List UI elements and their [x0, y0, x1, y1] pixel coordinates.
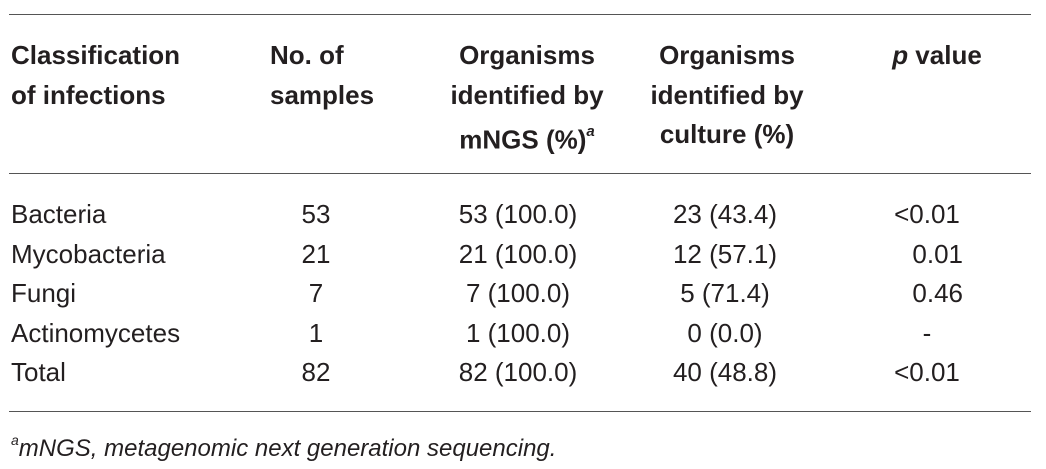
- table-body: Bacteria 53 53 (100.0) 23 (43.4) <0.01 M…: [0, 195, 1046, 393]
- cell-p-value: <0.01: [894, 199, 960, 229]
- cell-classification: Actinomycetes: [11, 317, 181, 348]
- header-culture: Organisms identified by culture (%): [650, 40, 804, 149]
- cell-samples: 1: [308, 317, 324, 348]
- cell-culture: 40 (48.8): [672, 357, 778, 387]
- header-classification: Classification of infections: [11, 40, 181, 110]
- cell-mngs: 53 (100.0): [458, 199, 578, 229]
- table-footnote: amNGS, metagenomic next generation seque…: [11, 426, 556, 465]
- header-samples: No. of samples: [270, 40, 375, 110]
- table-bottom-rule: [9, 411, 1031, 412]
- cell-samples: 7: [308, 278, 324, 308]
- header-mngs-footnote-marker: a: [586, 123, 595, 140]
- cell-mngs: 82 (100.0): [458, 357, 578, 387]
- cell-mngs: 1 (100.0): [465, 317, 571, 348]
- cell-samples: 21: [301, 238, 331, 269]
- table-row: Fungi 7 7 (100.0) 5 (71.4) 0.46: [0, 274, 1046, 314]
- cell-culture: 5 (71.4): [680, 278, 770, 308]
- table-row: Actinomycetes 1 1 (100.0) 0 (0.0) -: [0, 314, 1046, 354]
- header-mngs: Organisms identified by mNGS (%)a: [450, 40, 604, 155]
- cell-culture: 0 (0.0): [687, 317, 763, 348]
- cell-classification: Bacteria: [11, 199, 107, 229]
- cell-mngs: 21 (100.0): [458, 238, 578, 269]
- cell-p-value: 0.46: [912, 278, 963, 308]
- header-p-value: p value: [892, 40, 982, 70]
- cell-culture: 12 (57.1): [672, 238, 778, 269]
- cell-samples: 82: [301, 357, 331, 387]
- footnote-text: mNGS, metagenomic next generation sequen…: [18, 435, 557, 462]
- cell-classification: Mycobacteria: [11, 238, 166, 269]
- cell-classification: Total: [11, 357, 66, 387]
- cell-culture: 23 (43.4): [672, 199, 778, 229]
- table-top-rule: [9, 14, 1031, 15]
- cell-samples: 53: [301, 199, 331, 229]
- table-row: Total 82 82 (100.0) 40 (48.8) <0.01: [0, 353, 1046, 393]
- cell-p-value: 0.01: [912, 238, 963, 269]
- footnote-marker: a: [11, 432, 19, 448]
- cell-p-value: <0.01: [894, 357, 960, 387]
- table-row: Mycobacteria 21 21 (100.0) 12 (57.1) 0.0…: [0, 235, 1046, 275]
- cell-classification: Fungi: [11, 278, 77, 308]
- cell-mngs: 7 (100.0): [465, 278, 571, 308]
- table-row: Bacteria 53 53 (100.0) 23 (43.4) <0.01: [0, 195, 1046, 235]
- cell-p-value: -: [922, 317, 932, 348]
- header-divider-rule: [9, 173, 1031, 174]
